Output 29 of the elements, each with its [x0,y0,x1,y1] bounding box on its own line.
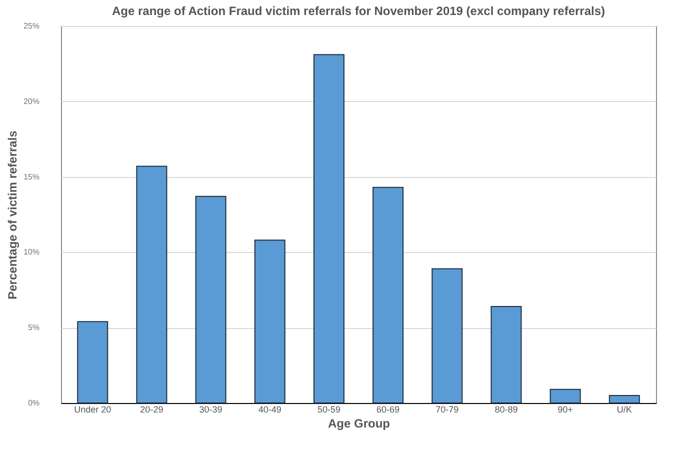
x-tick-label: 20-29 [140,404,164,414]
bar [550,388,581,404]
bar [608,394,640,404]
bar [254,240,286,404]
y-tick-label: 0% [28,398,40,408]
y-axis-title: Percentage of victim referrals [5,130,20,300]
bar [372,186,404,404]
y-tick-label: 10% [23,248,40,257]
bar [77,321,108,404]
bar [313,54,344,404]
y-tick-label: 20% [23,96,40,106]
x-tick-label: 70-79 [436,404,459,414]
x-tick-label: Under 20 [74,404,112,414]
x-axis-title: Age Group [328,416,390,430]
x-tick-label: 80-89 [494,404,518,414]
bar [195,196,226,404]
y-tick-label: 25% [23,22,40,30]
x-tick-label: 40-49 [258,404,282,414]
x-tick-label: U/K [616,404,632,414]
x-tick-label: 30-39 [199,404,222,414]
bar [136,166,168,404]
chart-title: Age range of Action Fraud victim referrals for November 2019 (excl company referrals) [112,4,606,18]
y-tick-label: 5% [28,323,40,332]
bar [490,306,522,404]
x-tick-label: 60-69 [376,404,400,414]
y-tick-label: 15% [23,172,40,182]
x-tick-label: 50-59 [317,404,340,414]
x-tick-label: 90+ [558,404,573,414]
bar [432,268,463,404]
